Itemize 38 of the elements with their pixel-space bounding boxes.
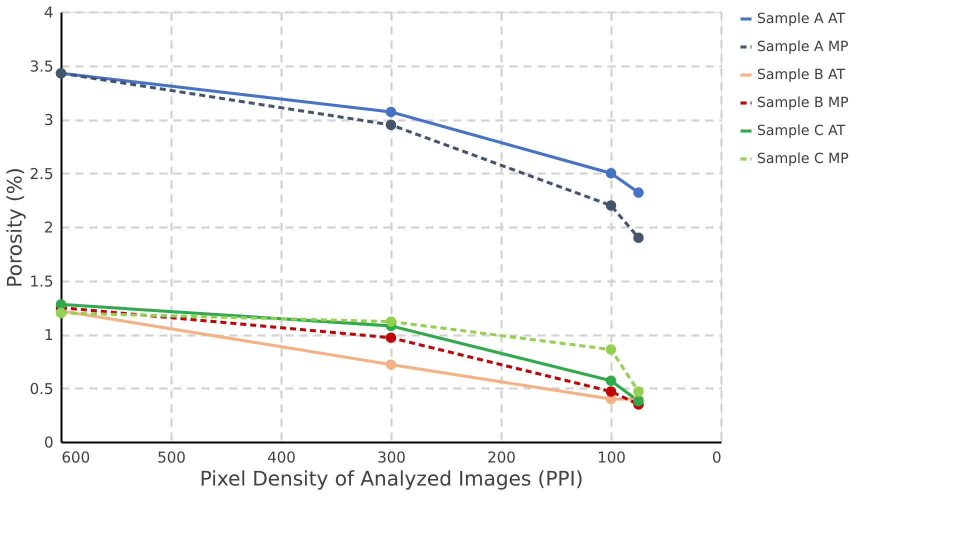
y-tick-label: 1.5 xyxy=(30,272,54,290)
x-tick-label: 400 xyxy=(267,448,296,466)
x-tick-label: 0 xyxy=(712,448,722,466)
x-tick-label: 100 xyxy=(597,448,626,466)
x-axis-title: Pixel Density of Analyzed Images (PPI) xyxy=(200,466,584,490)
legend-label: Sample C MP xyxy=(757,151,849,167)
legend-label: Sample C AT xyxy=(757,123,846,139)
point xyxy=(606,375,616,386)
point xyxy=(606,168,616,178)
point xyxy=(633,232,644,243)
legend-label: Sample B MP xyxy=(757,95,849,111)
legend-label: Sample A AT xyxy=(757,11,846,27)
point xyxy=(606,200,616,211)
point xyxy=(606,386,616,397)
point xyxy=(606,344,616,355)
point xyxy=(386,106,396,118)
y-tick-label: 4 xyxy=(44,4,54,22)
point xyxy=(633,386,644,397)
y-axis-title: Porosity (%) xyxy=(2,167,27,288)
y-tick-label: 3 xyxy=(44,111,54,129)
y-tick-label: 2.5 xyxy=(30,164,54,183)
legend-label: Sample A MP xyxy=(757,39,848,55)
legend-label: Sample B AT xyxy=(757,67,846,83)
point xyxy=(386,120,396,130)
point xyxy=(56,299,66,310)
point xyxy=(386,332,396,343)
point xyxy=(386,359,396,370)
x-tick-label: 500 xyxy=(157,448,186,466)
point xyxy=(633,187,644,198)
x-tick-label: 200 xyxy=(487,448,516,466)
y-tick-label: 2 xyxy=(44,218,54,236)
y-tick-label: 0.5 xyxy=(30,380,54,398)
point xyxy=(386,316,396,327)
x-tick-label: 300 xyxy=(377,448,406,466)
y-tick-label: 1 xyxy=(44,326,54,344)
x-tick-label: 600 xyxy=(62,448,90,466)
y-tick-label: 3.5 xyxy=(30,57,54,76)
y-tick-label: 0 xyxy=(44,434,54,452)
